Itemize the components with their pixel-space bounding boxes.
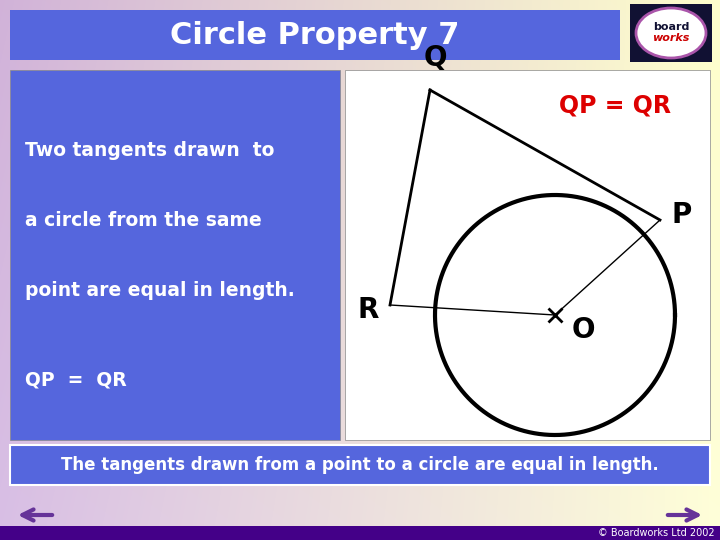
Text: Circle Property 7: Circle Property 7 xyxy=(171,21,459,50)
Text: a circle from the same: a circle from the same xyxy=(25,211,262,229)
Bar xyxy=(630,4,712,62)
Text: QP = QR: QP = QR xyxy=(559,93,671,117)
Bar xyxy=(345,70,710,440)
Bar xyxy=(10,10,620,60)
Text: P: P xyxy=(672,201,692,229)
Ellipse shape xyxy=(636,8,706,58)
Bar xyxy=(10,445,710,485)
Text: © Boardworks Ltd 2002: © Boardworks Ltd 2002 xyxy=(598,528,715,538)
Text: board: board xyxy=(653,22,689,32)
Text: point are equal in length.: point are equal in length. xyxy=(25,280,294,300)
Bar xyxy=(10,70,340,440)
Text: R: R xyxy=(357,296,379,324)
Text: Two tangents drawn  to: Two tangents drawn to xyxy=(25,140,274,159)
Text: The tangents drawn from a point to a circle are equal in length.: The tangents drawn from a point to a cir… xyxy=(61,456,659,474)
Text: QP  =  QR: QP = QR xyxy=(25,370,127,389)
Text: O: O xyxy=(571,316,595,344)
Text: works: works xyxy=(652,33,690,43)
Bar xyxy=(0,526,720,540)
Text: Q: Q xyxy=(423,44,446,72)
